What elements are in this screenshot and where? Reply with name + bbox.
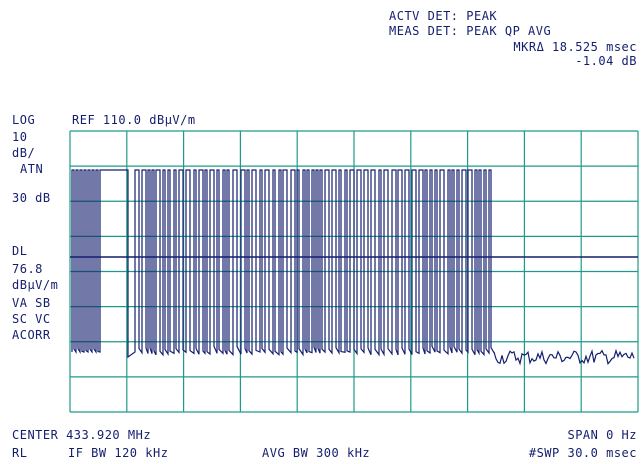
average-bandwidth-label: AVG BW 300 kHz <box>262 446 371 460</box>
center-frequency-label: CENTER 433.920 MHz <box>12 428 152 442</box>
attenuation-value: 30 dB <box>12 191 51 205</box>
attenuation-label: ATN <box>20 162 44 176</box>
sc-vc-indicator: SC VC <box>12 312 51 326</box>
marker-delta-amplitude-readout: -1.04 dB <box>575 54 637 68</box>
display-line-unit: dBµV/m <box>12 278 59 292</box>
reference-level-units-label: RL <box>12 446 28 460</box>
measure-detector-readout: MEAS DET: PEAK QP AVG <box>389 24 552 38</box>
sweep-trace <box>71 169 635 366</box>
scale-div-unit: dB/ <box>12 146 36 160</box>
span-label: SPAN 0 Hz <box>567 428 637 442</box>
marker-delta-time-readout: MKRΔ 18.525 msec <box>513 40 637 54</box>
scale-div-value: 10 <box>12 130 28 144</box>
amplitude-correction-indicator: ACORR <box>12 328 51 342</box>
display-line-value: 76.8 <box>12 262 43 276</box>
sweep-time-label: #SWP 30.0 msec <box>528 446 637 460</box>
display-line-label: DL <box>12 244 28 258</box>
active-detector-readout: ACTV DET: PEAK <box>389 9 498 23</box>
va-sb-indicator: VA SB <box>12 296 51 310</box>
if-bandwidth-label: IF BW 120 kHz <box>68 446 169 460</box>
scale-mode-label: LOG <box>12 113 36 127</box>
reference-level-label: REF 110.0 dBµV/m <box>72 113 196 127</box>
